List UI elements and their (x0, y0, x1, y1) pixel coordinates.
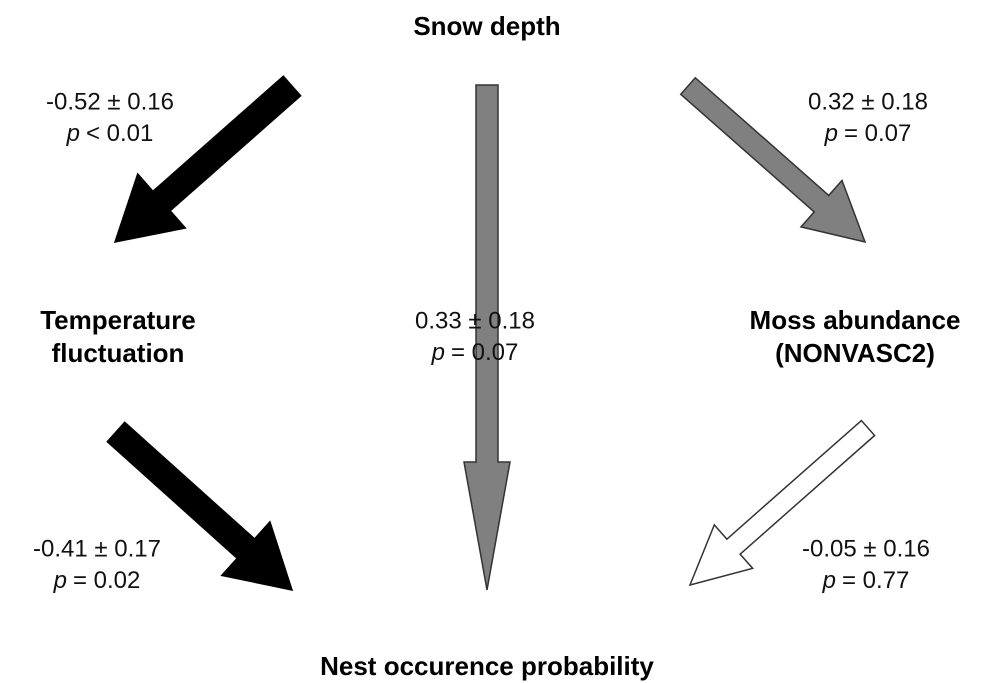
edge-estimate: 0.32 ± 0.18 (808, 88, 928, 115)
p-symbol: p (431, 339, 445, 366)
arrow (463, 84, 511, 591)
edge-p-value: p < 0.01 (66, 120, 154, 147)
arrow (106, 421, 294, 591)
node-label: (NONVASC2) (775, 338, 935, 368)
node-label: Temperature (40, 305, 196, 335)
edge-p-value: p = 0.77 (822, 567, 910, 594)
edge-estimate: 0.33 ± 0.18 (415, 307, 535, 334)
p-text: < 0.01 (86, 120, 153, 147)
p-symbol: p (824, 120, 838, 147)
p-symbol: p (66, 120, 80, 147)
node-label: Moss abundance (750, 305, 961, 335)
p-text: = 0.07 (451, 339, 518, 366)
node-label: Snow depth (413, 11, 560, 41)
arrow (113, 75, 302, 243)
edge-p-value: p = 0.07 (824, 120, 912, 147)
p-text: = 0.77 (842, 567, 909, 594)
arrow (688, 419, 876, 587)
p-symbol: p (53, 567, 67, 594)
arrow (679, 76, 867, 244)
p-symbol: p (822, 567, 836, 594)
edge-p-value: p = 0.07 (431, 339, 519, 366)
node-label: fluctuation (52, 338, 185, 368)
edge-p-value: p = 0.02 (53, 567, 141, 594)
edge-estimate: -0.52 ± 0.16 (46, 88, 174, 115)
edge-estimate: -0.05 ± 0.16 (802, 535, 930, 562)
node-label: Nest occurence probability (320, 651, 654, 681)
p-text: = 0.07 (844, 120, 911, 147)
edge-estimate: -0.41 ± 0.17 (33, 535, 161, 562)
p-text: = 0.02 (73, 567, 140, 594)
